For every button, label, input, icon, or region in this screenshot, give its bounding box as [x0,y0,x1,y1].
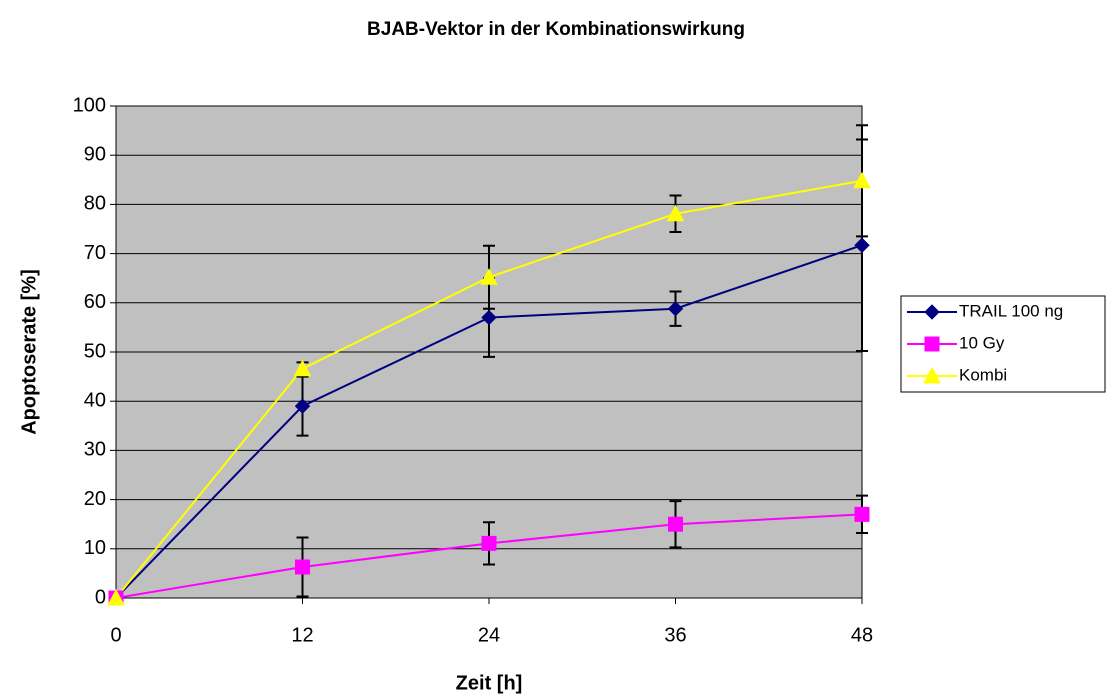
marker [481,309,497,326]
marker [666,204,685,222]
y-tick-label: 30 [84,439,106,461]
x-axis-label: Zeit [h] [456,672,523,694]
y-tick-label: 80 [84,193,106,215]
y-tick-label: 100 [73,94,106,116]
marker [293,359,312,377]
marker [923,366,941,384]
marker [924,336,940,352]
chart-title: BJAB-Vektor in der Kombinationswirkung [367,19,745,40]
y-tick-label: 20 [84,488,106,510]
marker [107,588,125,606]
legend-label: 10 Gy [959,333,1005,352]
x-tick-label: 12 [291,624,313,646]
marker [854,506,870,522]
marker [854,237,870,253]
y-axis-label: Apoptoserate [%] [18,269,40,435]
y-tick-label: 90 [84,143,106,165]
x-tick-label: 0 [110,624,121,646]
y-tick-label: 40 [84,389,106,411]
legend-label: TRAIL 100 ng [959,301,1063,320]
x-tick-label: 24 [478,624,500,646]
y-tick-label: 10 [84,537,106,559]
x-tick-label: 48 [851,624,873,646]
y-tick-label: 0 [95,586,106,608]
marker [667,300,684,317]
marker [295,559,310,575]
marker [853,171,871,189]
y-tick-label: 50 [84,340,106,362]
legend-label: Kombi [959,365,1007,384]
y-tick-label: 60 [84,291,106,313]
marker [480,268,498,285]
x-tick-label: 36 [664,624,686,646]
y-tick-label: 70 [84,242,106,264]
marker [668,516,683,532]
marker [481,535,497,551]
marker [924,304,940,320]
marker [294,398,311,414]
